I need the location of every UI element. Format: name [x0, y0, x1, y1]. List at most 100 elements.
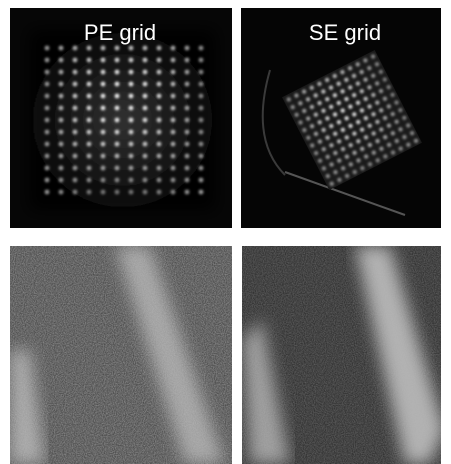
- dot: [45, 46, 50, 51]
- dot: [73, 106, 78, 111]
- dot: [129, 46, 134, 51]
- dot: [73, 190, 78, 195]
- dot: [101, 46, 106, 51]
- dot: [45, 118, 50, 123]
- dot: [157, 154, 162, 159]
- dot: [59, 166, 64, 171]
- dot: [45, 154, 50, 159]
- dot: [185, 70, 190, 75]
- dot: [171, 58, 176, 63]
- dot: [143, 154, 148, 159]
- dot: [101, 106, 106, 111]
- dot: [101, 154, 106, 159]
- dot: [45, 178, 50, 183]
- dot: [171, 106, 176, 111]
- panel-label: PE grid: [84, 20, 156, 45]
- dot: [87, 166, 92, 171]
- dot: [87, 178, 92, 183]
- noise: [242, 246, 441, 464]
- dot: [199, 94, 204, 99]
- dot: [115, 190, 120, 195]
- dot: [171, 154, 176, 159]
- dot: [87, 142, 92, 147]
- page: PE grid SE grid (() => { const data = JS…: [0, 0, 451, 464]
- noise: [10, 246, 232, 464]
- dot: [143, 82, 148, 87]
- dot: [143, 106, 148, 111]
- dot: [129, 58, 134, 63]
- dot: [157, 178, 162, 183]
- dot: [157, 46, 162, 51]
- dot: [185, 190, 190, 195]
- dot: [199, 178, 204, 183]
- dot: [73, 118, 78, 123]
- dot: [199, 46, 204, 51]
- dot: [101, 118, 106, 123]
- dot: [115, 142, 120, 147]
- panel-bl: [10, 246, 232, 464]
- dot: [59, 130, 64, 135]
- dot: [157, 94, 162, 99]
- dot: [185, 46, 190, 51]
- dot: [143, 166, 148, 171]
- dot: [129, 106, 134, 111]
- dot: [129, 118, 134, 123]
- dot: [185, 58, 190, 63]
- dot: [115, 58, 120, 63]
- dot: [73, 178, 78, 183]
- dot: [171, 142, 176, 147]
- dot: [101, 178, 106, 183]
- dot: [73, 142, 78, 147]
- dot: [87, 118, 92, 123]
- panel-se: SE grid: [241, 8, 441, 228]
- dot: [157, 106, 162, 111]
- dot: [59, 94, 64, 99]
- dot: [87, 70, 92, 75]
- dot: [45, 190, 50, 195]
- dot: [185, 178, 190, 183]
- dot: [171, 190, 176, 195]
- dot: [87, 46, 92, 51]
- dot: [157, 130, 162, 135]
- dot: [129, 190, 134, 195]
- dot: [115, 166, 120, 171]
- dot: [129, 94, 134, 99]
- dot: [73, 70, 78, 75]
- dot: [59, 178, 64, 183]
- dot: [59, 58, 64, 63]
- dot: [157, 118, 162, 123]
- dot: [129, 130, 134, 135]
- dot: [171, 178, 176, 183]
- dot: [101, 130, 106, 135]
- dot: [143, 58, 148, 63]
- dot: [171, 70, 176, 75]
- dot: [199, 154, 204, 159]
- dot: [73, 82, 78, 87]
- dot: [59, 118, 64, 123]
- dot: [185, 82, 190, 87]
- dot: [199, 142, 204, 147]
- dot: [115, 70, 120, 75]
- dot: [87, 190, 92, 195]
- dot: [171, 118, 176, 123]
- dot: [59, 82, 64, 87]
- dot: [143, 130, 148, 135]
- dot: [129, 142, 134, 147]
- dot: [115, 130, 120, 135]
- dot: [157, 70, 162, 75]
- dot: [59, 106, 64, 111]
- dot: [171, 166, 176, 171]
- dot: [45, 70, 50, 75]
- dot: [143, 190, 148, 195]
- dot: [87, 58, 92, 63]
- dot: [199, 130, 204, 135]
- dot: [199, 190, 204, 195]
- dot: [143, 118, 148, 123]
- dot: [115, 106, 120, 111]
- dot: [59, 190, 64, 195]
- dot: [185, 130, 190, 135]
- dot: [59, 142, 64, 147]
- dot: [171, 46, 176, 51]
- dot: [185, 94, 190, 99]
- dot: [115, 154, 120, 159]
